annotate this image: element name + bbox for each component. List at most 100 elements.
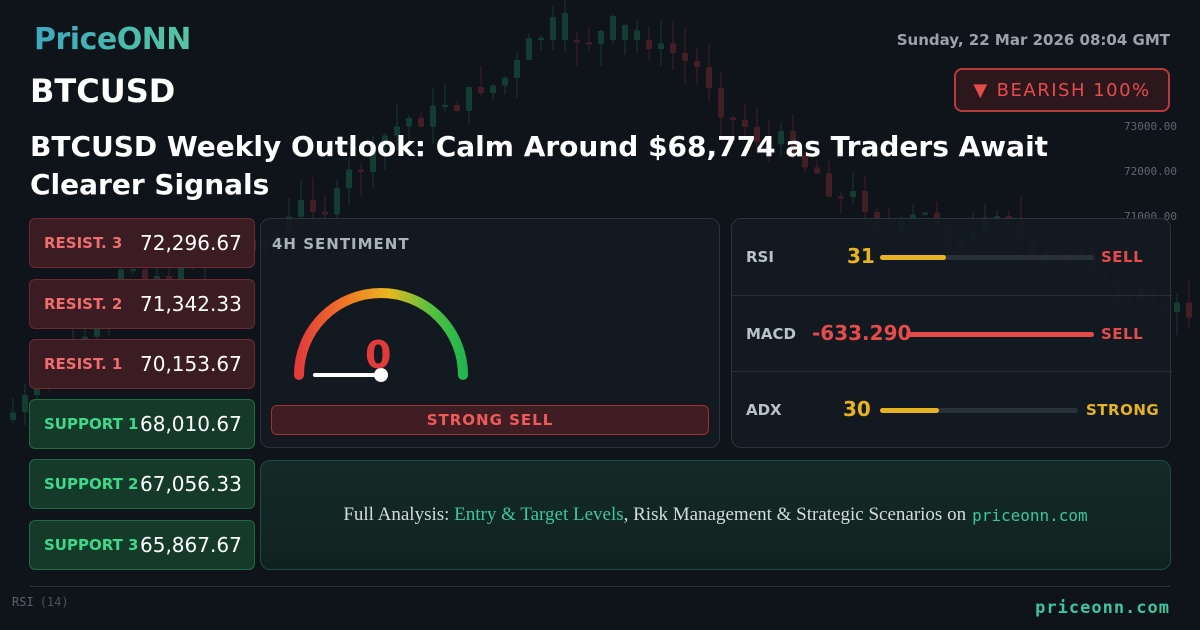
bg-rsi-period: (14): [39, 595, 69, 609]
bg-candle-body: [742, 119, 748, 127]
bg-candle-body: [598, 31, 604, 44]
bg-candle-body: [658, 43, 664, 50]
bg-candle-body: [130, 269, 136, 272]
bias-badge: ▼ BEARISH 100%: [954, 68, 1170, 112]
bg-candle-body: [670, 43, 676, 54]
bg-candle-body: [622, 24, 628, 40]
sentiment-score: 0: [365, 333, 392, 377]
level-label: RESIST. 2: [44, 295, 123, 313]
bias-label: BEARISH 100%: [996, 79, 1151, 101]
level-resist-1: RESIST. 1 70,153.67: [29, 339, 255, 389]
bg-candle-body: [694, 60, 700, 68]
level-support-3: SUPPORT 3 65,867.67: [29, 520, 255, 570]
bg-price-label: 73000.00: [1124, 120, 1177, 133]
bg-candle-body: [994, 216, 1000, 219]
bg-candle-body: [334, 188, 340, 215]
bg-candle-body: [838, 196, 844, 199]
bg-candle-body: [22, 394, 28, 413]
bg-candle-body: [562, 13, 568, 41]
bg-candle-body: [490, 85, 496, 93]
bg-candle-body: [766, 141, 772, 145]
bg-candle-body: [382, 135, 388, 145]
footer-site-link[interactable]: priceonn.com: [1035, 598, 1170, 618]
bg-candle-body: [910, 214, 916, 220]
sentiment-title: 4H SENTIMENT: [272, 235, 410, 253]
bg-candle-body: [442, 104, 448, 107]
bg-rsi-name: RSI: [12, 595, 34, 609]
indicator-name: RSI: [746, 248, 774, 266]
promo-site-link[interactable]: priceonn.com: [972, 505, 1088, 525]
indicator-fill: [880, 408, 940, 413]
bg-candle-body: [802, 155, 808, 168]
bg-candle-body: [586, 42, 592, 45]
bg-candle-body: [526, 38, 532, 60]
level-label: SUPPORT 1: [44, 415, 139, 433]
indicator-name: MACD: [746, 325, 796, 343]
level-value: 67,056.33: [140, 472, 242, 496]
indicator-row-macd: MACD -633.290 SELL: [732, 295, 1172, 371]
bg-rsi-label: RSI (14): [12, 595, 69, 609]
indicator-row-rsi: RSI 31 SELL: [732, 219, 1172, 295]
level-resist-2: RESIST. 2 71,342.33: [29, 279, 255, 329]
indicator-fill: [906, 332, 1094, 337]
bg-candle-body: [730, 117, 736, 120]
level-value: 71,342.33: [140, 292, 242, 316]
indicator-track: [880, 255, 1094, 260]
indicators-card: RSI 31 SELL MACD -633.290 SELL ADX 30 ST…: [731, 218, 1172, 448]
bg-candle-body: [778, 131, 784, 145]
promo-highlight: Entry & Target Levels: [454, 504, 624, 525]
bg-candle-body: [502, 77, 508, 86]
bg-candle-body: [1186, 302, 1192, 318]
bg-price-label: 72000.00: [1124, 165, 1177, 178]
indicator-signal: SELL: [1101, 325, 1144, 343]
level-label: RESIST. 1: [44, 355, 123, 373]
bg-candle-body: [814, 167, 820, 174]
footer-divider: [30, 586, 1170, 587]
level-value: 65,867.67: [140, 533, 242, 557]
bg-candle-body: [310, 200, 316, 212]
indicator-value: -633.290: [812, 321, 912, 345]
level-value: 70,153.67: [140, 352, 242, 376]
indicator-track: [906, 332, 1094, 337]
level-label: SUPPORT 2: [44, 475, 139, 493]
bg-candle-body: [478, 86, 484, 93]
bg-candle-body: [418, 118, 424, 127]
indicator-value: 31: [847, 244, 875, 268]
bg-candle-body: [466, 86, 472, 111]
gauge-arc: [294, 288, 468, 380]
brand-logo[interactable]: PriceONN: [34, 22, 191, 57]
indicator-track: [880, 408, 1078, 413]
level-value: 68,010.67: [140, 412, 242, 436]
bg-candle-body: [850, 190, 856, 197]
bg-candle-body: [574, 40, 580, 43]
indicator-value: 30: [843, 397, 871, 421]
level-value: 72,296.67: [140, 231, 242, 255]
indicator-fill: [880, 255, 947, 260]
bg-candle-body: [922, 212, 928, 215]
promo-middle: , Risk Management & Strategic Scenarios …: [623, 504, 967, 525]
promo-prefix: Full Analysis:: [343, 504, 450, 525]
bg-candle-body: [10, 412, 16, 420]
sentiment-card: 4H SENTIMENT 0 STRONG SELL: [260, 218, 720, 448]
bg-candle-body: [406, 118, 412, 127]
bg-candle-body: [706, 67, 712, 89]
level-resist-3: RESIST. 3 72,296.67: [29, 218, 255, 268]
bg-candle-body: [394, 126, 400, 136]
bg-candle-body: [1174, 302, 1180, 313]
full-analysis-banner[interactable]: Full Analysis: Entry & Target Levels, Ri…: [260, 460, 1171, 570]
level-support-2: SUPPORT 2 67,056.33: [29, 459, 255, 509]
bg-candle-body: [370, 144, 376, 172]
headline: BTCUSD Weekly Outlook: Calm Around $68,7…: [30, 130, 1049, 201]
down-triangle-icon: ▼: [973, 79, 989, 101]
bg-candle-body: [646, 40, 652, 50]
symbol-title: BTCUSD: [30, 72, 176, 110]
bg-candle-body: [454, 104, 460, 111]
bg-candle-body: [718, 88, 724, 118]
indicator-signal: SELL: [1101, 248, 1144, 266]
bg-candle-body: [166, 276, 172, 280]
bg-candle-body: [610, 16, 616, 40]
indicator-signal: STRONG: [1086, 401, 1160, 419]
gauge-hub: [374, 368, 388, 382]
report-date: Sunday, 22 Mar 2026 08:04 GMT: [896, 31, 1170, 49]
bg-candle-body: [538, 37, 544, 40]
